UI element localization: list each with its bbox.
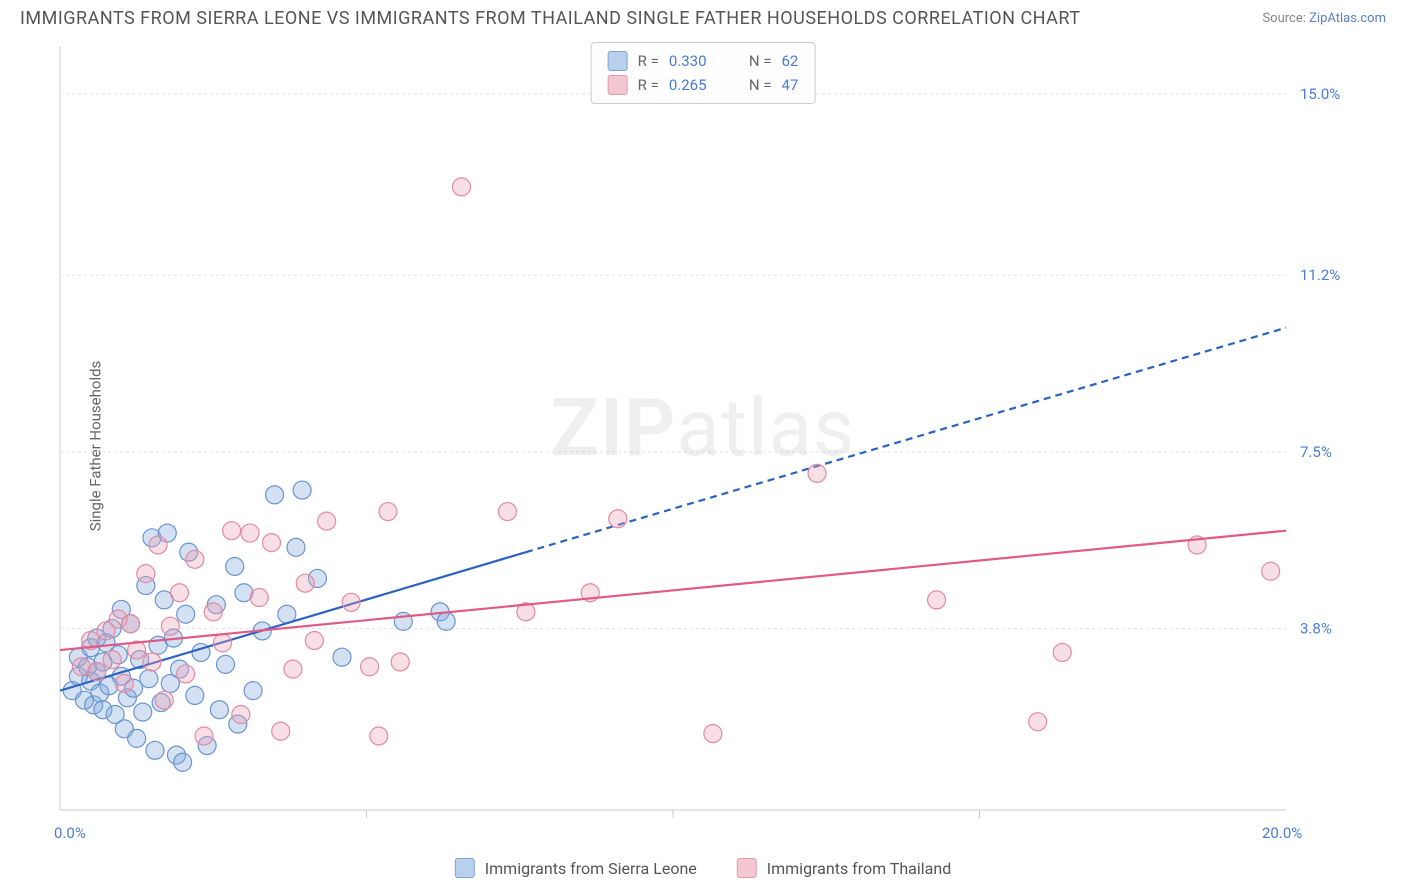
n-label: N =	[749, 52, 772, 70]
legend-swatch	[608, 75, 628, 95]
n-value: 62	[781, 52, 798, 70]
scatter-chart: 3.8% 7.5% 11.2% 15.0%	[56, 40, 1356, 820]
svg-text:11.2%: 11.2%	[1300, 266, 1340, 284]
x-axis-max-label: 20.0%	[1262, 824, 1302, 842]
series-legend-item: Immigrants from Thailand	[737, 858, 951, 878]
legend-swatch	[737, 858, 757, 878]
n-label: N =	[749, 76, 772, 94]
legend-label: Immigrants from Sierra Leone	[485, 859, 697, 878]
legend-label: Immigrants from Thailand	[767, 859, 951, 878]
svg-text:3.8%: 3.8%	[1300, 620, 1332, 638]
r-label: R =	[638, 52, 659, 70]
r-value: 0.330	[669, 52, 723, 70]
n-value: 47	[781, 76, 798, 94]
legend-swatch	[455, 858, 475, 878]
title-bar: IMMIGRANTS FROM SIERRA LEONE VS IMMIGRAN…	[0, 0, 1406, 33]
source-credit: Source: ZipAtlas.com	[1262, 11, 1386, 26]
r-label: R =	[638, 76, 659, 94]
legend-swatch	[608, 51, 628, 71]
source-link[interactable]: ZipAtlas.com	[1309, 11, 1386, 26]
chart-area: 3.8% 7.5% 11.2% 15.0%	[56, 40, 1376, 842]
r-value: 0.265	[669, 76, 723, 94]
svg-text:7.5%: 7.5%	[1300, 443, 1332, 461]
series-legend-item: Immigrants from Sierra Leone	[455, 858, 697, 878]
legend-row: R = 0.330 N = 62	[608, 49, 799, 73]
svg-text:15.0%: 15.0%	[1300, 85, 1340, 103]
source-label: Source:	[1262, 11, 1305, 26]
legend-row: R = 0.265 N = 47	[608, 73, 799, 97]
x-axis-origin-label: 0.0%	[54, 824, 86, 842]
correlation-legend: R = 0.330 N = 62 R = 0.265 N = 47	[591, 42, 816, 104]
series-legend: Immigrants from Sierra Leone Immigrants f…	[455, 858, 951, 878]
chart-title: IMMIGRANTS FROM SIERRA LEONE VS IMMIGRAN…	[20, 8, 1081, 29]
